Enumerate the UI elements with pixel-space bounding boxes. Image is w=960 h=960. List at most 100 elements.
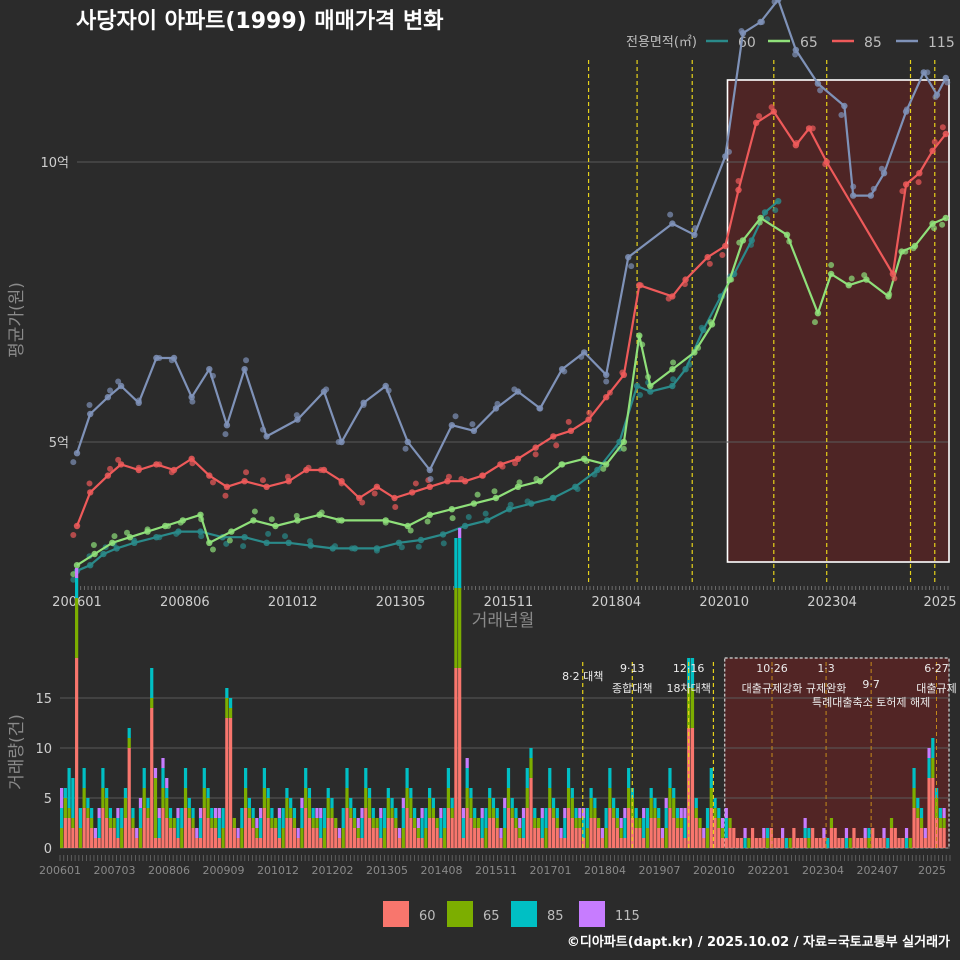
data-point-85 (285, 478, 292, 485)
x-tick-label: 200806 (160, 595, 210, 610)
volume-bar-85 (120, 808, 124, 828)
volume-bar-65 (548, 788, 552, 808)
volume-bar-65 (127, 738, 131, 748)
data-point-115 (209, 372, 216, 379)
volume-bar-60 (461, 838, 466, 848)
volume-bar-115 (161, 758, 165, 768)
data-point-115 (263, 433, 270, 440)
data-point-115 (692, 225, 699, 232)
data-point-85 (373, 483, 381, 490)
volume-bar-85 (705, 808, 710, 828)
volume-bar-60 (217, 838, 221, 848)
data-point-85 (391, 494, 398, 502)
data-point-115 (404, 438, 411, 446)
x-axis-title: 거래년월 (472, 611, 535, 631)
volume-bar-60 (559, 838, 563, 848)
volume-bar-85 (210, 808, 214, 818)
volume-bar-65 (330, 808, 334, 818)
data-point-85 (931, 138, 938, 145)
data-point-115 (189, 398, 196, 405)
volume-bar-65 (367, 798, 372, 818)
volume-bar-115 (600, 828, 604, 838)
data-point-115 (932, 94, 939, 101)
volume-bar-115 (664, 798, 668, 808)
bottom-legend-label-85: 85 (547, 909, 564, 924)
data-point-85 (359, 499, 366, 506)
data-point-65 (449, 515, 456, 522)
volume-bar-85 (266, 788, 270, 798)
data-point-115 (294, 416, 301, 423)
volume-bar-85 (574, 808, 578, 818)
annotation-label: 특례대출축소 토허제 해제 (812, 695, 930, 709)
volume-bar-65 (75, 598, 79, 658)
volume-bar-65 (191, 818, 195, 828)
data-point-65 (886, 291, 893, 298)
volume-bar-115 (702, 828, 706, 838)
volume-bar-65 (172, 818, 176, 828)
volume-bar-65 (247, 808, 251, 818)
volume-bar-65 (244, 788, 248, 808)
volume-bar-85 (450, 798, 454, 808)
volume-bar-65 (916, 808, 920, 818)
data-point-115 (870, 185, 877, 192)
data-point-115 (87, 410, 94, 418)
volume-bar-115 (623, 808, 627, 818)
volume-bar-65 (645, 828, 650, 848)
volume-bar-65 (912, 788, 916, 808)
data-point-85 (532, 451, 539, 458)
volume-bar-65 (630, 798, 635, 818)
volume-bar-85 (412, 808, 417, 818)
volume-bar-65 (514, 818, 518, 828)
volume-bar-115 (844, 828, 849, 838)
volume-bar-60 (773, 838, 777, 848)
volume-bar-65 (322, 828, 327, 848)
volume-bar-65 (416, 828, 420, 838)
data-point-115 (156, 355, 163, 361)
volume-bar-60 (600, 838, 604, 848)
data-point-115 (603, 371, 610, 378)
volume-bar-85 (649, 788, 653, 798)
data-point-85 (735, 178, 742, 185)
volume-bar-85 (105, 788, 109, 798)
volume-bar-115 (165, 778, 169, 788)
bottom-legend-label-60: 60 (419, 909, 436, 924)
volume-bar-85 (420, 818, 424, 838)
data-point-85 (942, 130, 949, 138)
volume-bar-85 (668, 768, 672, 788)
data-point-60 (307, 538, 314, 545)
data-point-115 (426, 466, 434, 474)
volume-bar-65 (619, 828, 623, 838)
volume-bar-65 (529, 758, 533, 778)
volume-bar-65 (206, 798, 210, 818)
volume-bar-85 (480, 818, 484, 838)
volume-bar-60 (856, 838, 860, 848)
volume-bar-85 (304, 768, 308, 788)
volume-bar-85 (916, 798, 920, 808)
volume-bar-60 (202, 808, 206, 848)
volume-bar-65 (292, 818, 297, 828)
volume-bar-60 (251, 828, 255, 848)
volume-bar-65 (551, 808, 556, 818)
data-point-85 (168, 469, 175, 476)
volume-bar-65 (101, 788, 105, 808)
data-point-115 (335, 439, 342, 445)
annotation-date: 12·16 (673, 662, 705, 675)
data-point-115 (603, 378, 610, 385)
volume-bar-115 (762, 828, 766, 838)
data-point-85 (318, 467, 325, 473)
legend-label-65: 65 (800, 35, 818, 51)
data-point-65 (695, 344, 702, 351)
data-point-115 (448, 422, 456, 429)
data-point-60 (395, 539, 403, 546)
volume-bar-60 (296, 838, 300, 848)
data-point-60 (761, 209, 769, 216)
volume-bar-115 (135, 828, 139, 838)
data-point-85 (756, 113, 763, 120)
volume-bar-60 (634, 828, 638, 848)
volume-bar-115 (420, 808, 424, 818)
volume-bar-65 (71, 818, 75, 828)
volume-bar-65 (604, 828, 608, 848)
volume-bar-115 (822, 828, 826, 838)
volume-bar-60 (153, 838, 158, 848)
volume-bar-65 (341, 828, 345, 848)
